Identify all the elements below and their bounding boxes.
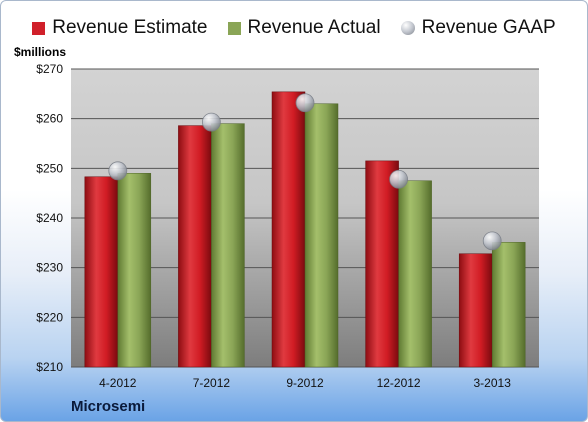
bar-estimate-3-2013 — [458, 253, 493, 368]
marker-gaap-4-2012 — [108, 161, 128, 181]
x-tick-label: 12-2012 — [377, 376, 421, 390]
y-axis-ticks: $210 $220 $230 $240 $250 $260 $270 — [36, 62, 63, 374]
bar-estimate-9-2012 — [271, 91, 306, 368]
bars — [84, 91, 526, 368]
marker-gaap-7-2012 — [201, 112, 221, 132]
bar-estimate-4-2012 — [84, 176, 119, 368]
x-axis-ticks: 4-2012 7-2012 9-2012 12-2012 3-2013 — [99, 376, 511, 390]
y-tick-label: $260 — [36, 112, 63, 126]
legend-label-actual: Revenue Actual — [247, 17, 381, 38]
legend-swatch-gaap — [400, 21, 415, 35]
y-tick-label: $220 — [36, 310, 63, 324]
y-tick-label: $240 — [36, 211, 63, 225]
y-tick-label: $250 — [36, 161, 63, 175]
legend-label-gaap: Revenue GAAP — [421, 17, 556, 38]
legend-item-estimate: Revenue Estimate — [32, 17, 208, 39]
bar-estimate-12-2012 — [365, 160, 399, 368]
legend-label-estimate: Revenue Estimate — [52, 17, 208, 38]
x-tick-label: 7-2012 — [193, 376, 231, 390]
bar-actual-3-2013 — [491, 242, 526, 368]
marker-gaap-12-2012 — [389, 169, 409, 189]
legend-swatch-estimate — [32, 21, 46, 35]
y-tick-label: $210 — [36, 360, 63, 374]
legend-item-actual: Revenue Actual — [227, 17, 381, 39]
y-tick-label: $230 — [36, 261, 63, 275]
y-tick-label: $270 — [36, 62, 63, 76]
legend-item-gaap: Revenue GAAP — [400, 17, 556, 39]
company-label: Microsemi — [71, 398, 146, 415]
x-tick-label: 9-2012 — [286, 376, 324, 390]
bar-actual-7-2012 — [211, 123, 245, 368]
gaap-markers — [108, 93, 502, 251]
bar-actual-4-2012 — [117, 173, 152, 368]
bar-estimate-7-2012 — [178, 125, 212, 368]
x-tick-label: 4-2012 — [99, 376, 137, 390]
marker-gaap-9-2012 — [295, 93, 315, 113]
bar-actual-9-2012 — [304, 103, 339, 368]
legend-swatch-actual — [227, 21, 241, 35]
legend: Revenue Estimate Revenue Actual Revenue … — [1, 17, 587, 39]
bar-actual-12-2012 — [398, 180, 432, 368]
unit-label: $millions — [14, 45, 67, 59]
x-tick-label: 3-2013 — [474, 376, 512, 390]
marker-gaap-3-2013 — [482, 231, 502, 251]
